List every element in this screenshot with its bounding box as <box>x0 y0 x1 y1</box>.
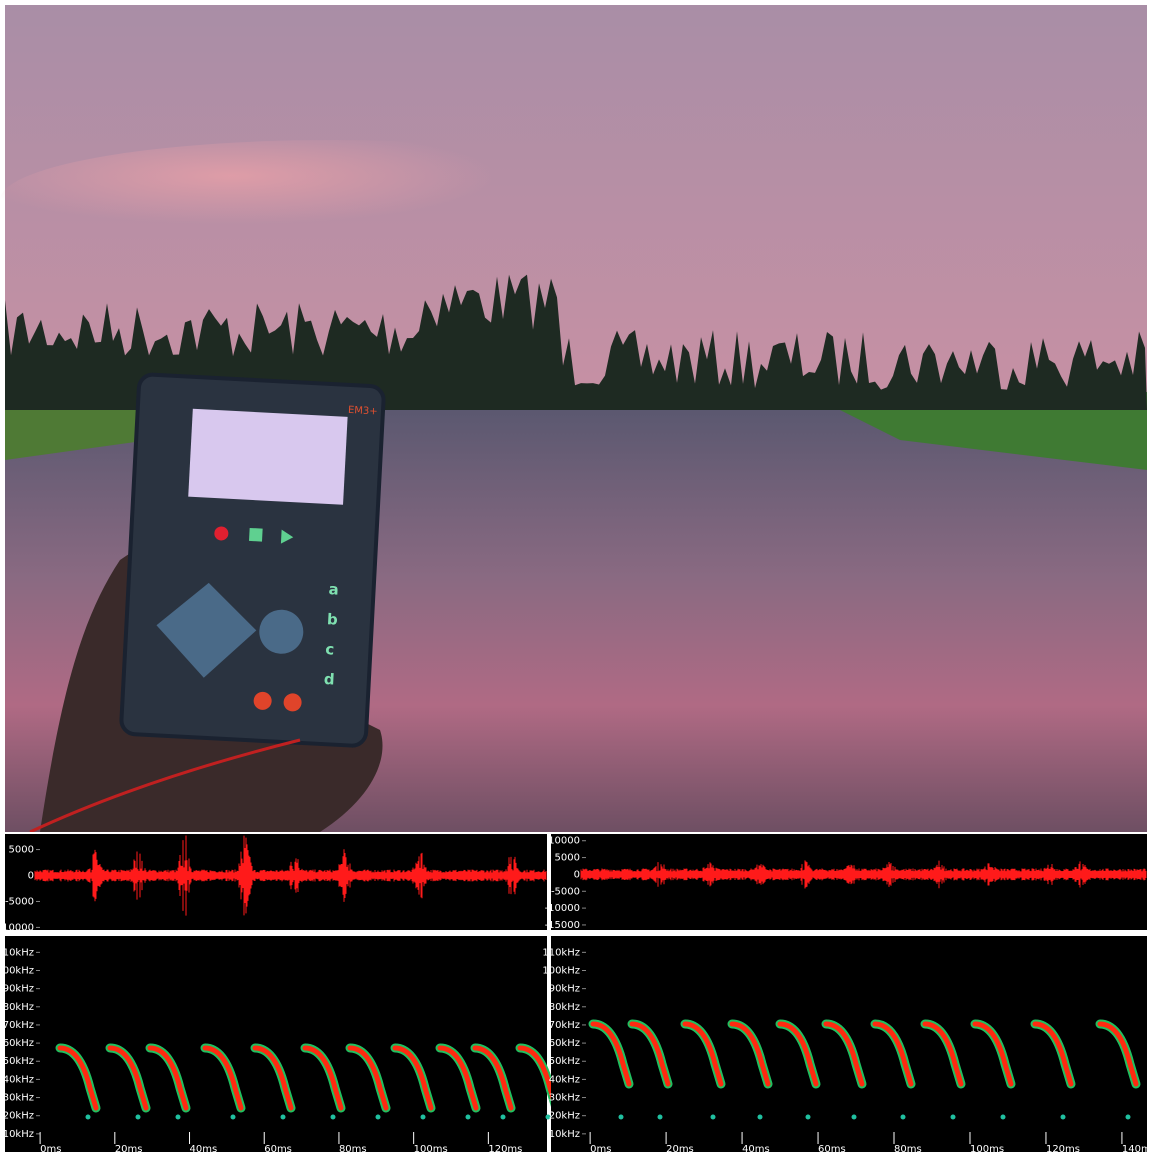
y-tick-label: 0 <box>574 869 580 880</box>
harmonic <box>231 1115 236 1120</box>
harmonic <box>1061 1115 1066 1120</box>
panel: 110kHz 100kHz 90kHz 80kHz 70kHz 60kHz 50kHz 40k… <box>0 936 556 1152</box>
x-tick-label: 40ms <box>190 1144 218 1152</box>
y-tick-label: 10kHz <box>549 1129 580 1140</box>
harmonic <box>852 1115 857 1120</box>
x-tick-label: 100ms <box>970 1144 1004 1152</box>
y-tick-label: 100kHz <box>542 965 580 976</box>
y-tick-label: 10000 <box>548 836 580 847</box>
key-label: b <box>327 610 339 629</box>
y-tick-label: -5000 <box>5 896 34 907</box>
y-tick-label: 0 <box>28 871 34 882</box>
y-tick-label: 10kHz <box>3 1129 34 1140</box>
x-tick-label: 80ms <box>339 1144 367 1152</box>
device: EM3+ a b c d <box>121 374 385 746</box>
y-tick-label: 40kHz <box>3 1074 34 1085</box>
harmonic <box>806 1115 811 1120</box>
y-tick-label: 70kHz <box>3 1020 34 1031</box>
y-tick-label: 50kHz <box>549 1056 580 1067</box>
y-tick-label: -10000 <box>0 922 34 933</box>
composite: EM3+ a b c d 5000 0 -5000 -10000 10000 5000 0 -… <box>0 0 1150 1152</box>
y-tick-label: 20kHz <box>549 1111 580 1122</box>
harmonic <box>466 1115 471 1120</box>
key-label: c <box>325 640 335 658</box>
x-tick-label: 40ms <box>742 1144 770 1152</box>
sky-glow <box>0 140 660 260</box>
harmonic <box>176 1115 181 1120</box>
x-tick-label: 80ms <box>894 1144 922 1152</box>
panel: 10000 5000 0 -5000 -10000 -15000 <box>545 834 1147 931</box>
harmonic <box>951 1115 956 1120</box>
page: EM3+ a b c d 5000 0 -5000 -10000 10000 5000 0 -… <box>0 0 1150 1152</box>
stop-button <box>249 528 263 542</box>
panel-bg <box>5 834 547 930</box>
y-tick-label: -5000 <box>551 886 580 897</box>
x-tick-label: 120ms <box>488 1144 522 1152</box>
harmonic <box>376 1115 381 1120</box>
y-tick-label: 110kHz <box>0 947 34 958</box>
y-tick-label: -10000 <box>545 903 580 914</box>
y-tick-label: 90kHz <box>549 984 580 995</box>
device-screen <box>188 409 347 505</box>
y-tick-label: 80kHz <box>549 1002 580 1013</box>
y-tick-label: 60kHz <box>549 1038 580 1049</box>
x-tick-label: 100ms <box>414 1144 448 1152</box>
harmonic <box>501 1115 506 1120</box>
photo: EM3+ a b c d <box>0 5 1147 832</box>
y-tick-label: 70kHz <box>549 1020 580 1031</box>
y-tick-label: 50kHz <box>3 1056 34 1067</box>
x-tick-label: 140ms <box>1122 1144 1150 1152</box>
x-tick-label: 0ms <box>590 1144 611 1152</box>
x-tick-label: 0ms <box>40 1144 61 1152</box>
y-tick-label: -15000 <box>545 920 580 931</box>
key-label: d <box>323 670 335 689</box>
panel-bg <box>5 936 547 1152</box>
y-tick-label: 100kHz <box>0 965 34 976</box>
x-tick-label: 60ms <box>818 1144 846 1152</box>
y-tick-label: 40kHz <box>549 1074 580 1085</box>
harmonic <box>711 1115 716 1120</box>
x-tick-label: 20ms <box>115 1144 143 1152</box>
y-tick-label: 20kHz <box>3 1111 34 1122</box>
harmonic <box>619 1115 624 1120</box>
y-tick-label: 5000 <box>555 853 580 864</box>
y-tick-label: 90kHz <box>3 984 34 995</box>
y-tick-label: 60kHz <box>3 1038 34 1049</box>
y-tick-label: 80kHz <box>3 1002 34 1013</box>
y-tick-label: 30kHz <box>549 1093 580 1104</box>
y-tick-label: 110kHz <box>542 947 580 958</box>
harmonic <box>421 1115 426 1120</box>
harmonic <box>901 1115 906 1120</box>
x-tick-label: 20ms <box>666 1144 694 1152</box>
harmonic <box>136 1115 141 1120</box>
device-model: EM3+ <box>348 405 378 418</box>
harmonic <box>1126 1115 1131 1120</box>
harmonic <box>758 1115 763 1120</box>
panel: 5000 0 -5000 -10000 <box>0 834 547 933</box>
harmonic <box>658 1115 663 1120</box>
x-tick-label: 60ms <box>264 1144 292 1152</box>
y-tick-label: 5000 <box>9 845 34 856</box>
harmonic <box>86 1115 91 1120</box>
key-label: a <box>328 580 339 599</box>
x-tick-label: 120ms <box>1046 1144 1080 1152</box>
harmonic <box>281 1115 286 1120</box>
y-tick-label: 30kHz <box>3 1093 34 1104</box>
harmonic <box>1001 1115 1006 1120</box>
harmonic <box>331 1115 336 1120</box>
panel: 110kHz 100kHz 90kHz 80kHz 70kHz 60kHz 50kHz 40k… <box>542 936 1150 1152</box>
